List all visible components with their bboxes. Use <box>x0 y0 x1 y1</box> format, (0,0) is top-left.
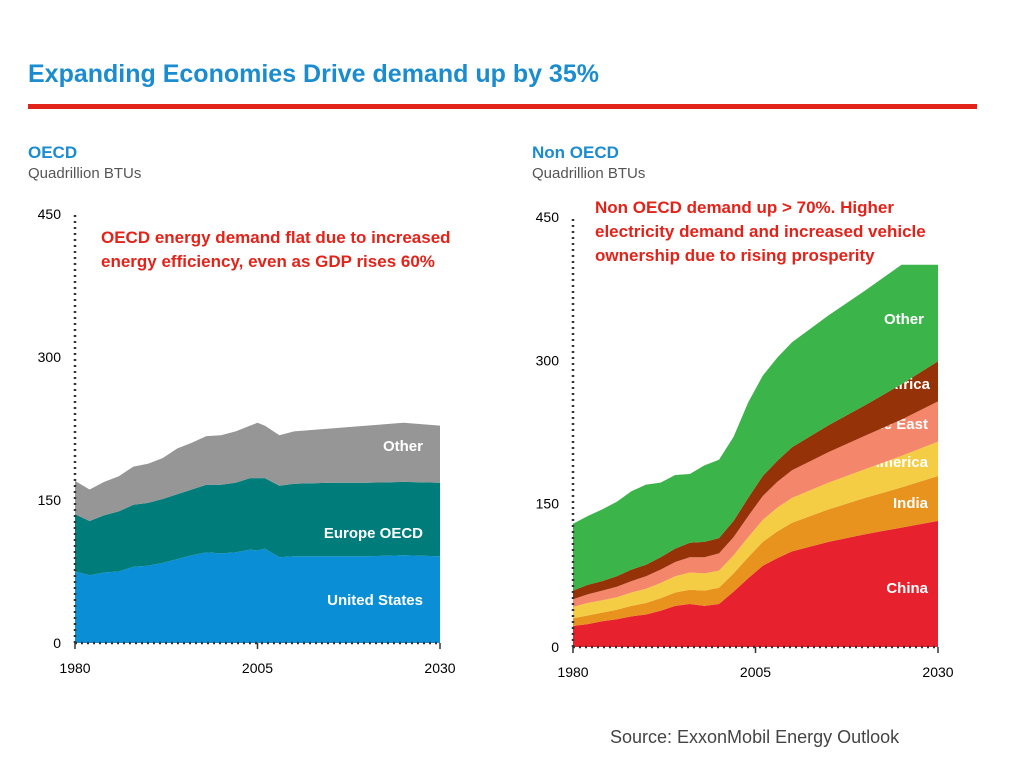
oecd-panel-subtitle: Quadrillion BTUs <box>28 165 142 182</box>
non-oecd-area-middle-east <box>573 401 938 607</box>
oecd-area-united-states <box>75 548 440 643</box>
non-oecd-annotation: Non OECD demand up > 70%. Higher electri… <box>595 198 926 265</box>
oecd-x-tick-label: 2030 <box>424 660 455 676</box>
non-oecd-area-other <box>573 264 938 591</box>
oecd-area-europe-oecd <box>75 478 440 576</box>
title-divider <box>28 104 977 109</box>
oecd-x-tick-label: 1980 <box>59 660 90 676</box>
non-oecd-series-label-china: China <box>886 580 928 597</box>
non-oecd-chart: ChinaIndiaLatin AmericaMiddle EastAfrica… <box>536 209 954 680</box>
oecd-chart: United States Europe OECD Other 0 150 300 450 1… <box>38 206 456 676</box>
non-oecd-x-tick-label: 2030 <box>922 664 953 680</box>
oecd-y-tick-label: 300 <box>38 349 62 365</box>
non-oecd-series-label-other: Other <box>884 311 924 328</box>
non-oecd-area-china <box>573 520 938 647</box>
page-title: Expanding Economies Drive demand up by 3… <box>28 60 599 88</box>
non-oecd-panel-title: Non OECD <box>532 143 619 162</box>
non-oecd-y-tick-label: 0 <box>551 639 559 655</box>
oecd-x-tick-label: 2005 <box>242 660 273 676</box>
source-note: Source: ExxonMobil Energy Outlook <box>610 727 900 747</box>
oecd-series-label-other: Other <box>383 438 423 455</box>
non-oecd-x-tick-label: 2005 <box>740 664 771 680</box>
oecd-series-label-europe-oecd: Europe OECD <box>324 525 423 542</box>
non-oecd-series-label-india: India <box>893 495 929 512</box>
oecd-area-other <box>75 422 440 521</box>
oecd-panel-title: OECD <box>28 143 78 162</box>
oecd-series-label-united-states: United States <box>327 592 423 609</box>
non-oecd-area-africa <box>573 361 938 600</box>
non-oecd-area-india <box>573 476 938 626</box>
non-oecd-panel-subtitle: Quadrillion BTUs <box>532 165 646 182</box>
non-oecd-y-tick-label: 450 <box>536 209 560 225</box>
non-oecd-y-tick-label: 150 <box>536 496 560 512</box>
oecd-y-tick-label: 150 <box>38 492 62 508</box>
non-oecd-area-latin-america <box>573 441 938 619</box>
non-oecd-y-tick-label: 300 <box>536 352 560 368</box>
oecd-annotation: OECD energy demand flat due to increased… <box>101 228 451 271</box>
non-oecd-x-tick-label: 1980 <box>557 664 588 680</box>
oecd-y-tick-label: 450 <box>38 206 62 222</box>
oecd-y-tick-label: 0 <box>53 635 61 651</box>
